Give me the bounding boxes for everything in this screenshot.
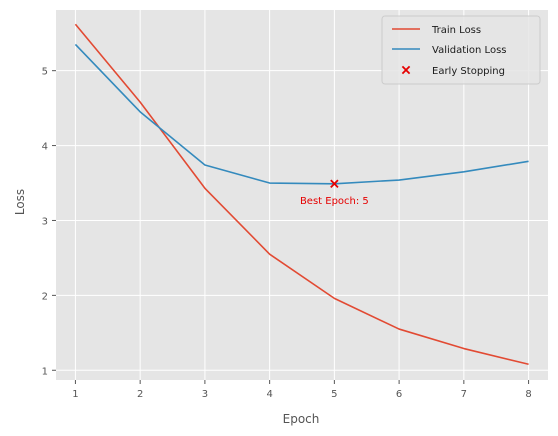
legend: Train Loss Validation Loss Early Stopping <box>381 15 541 85</box>
legend-label: Validation Loss <box>432 45 507 56</box>
markers <box>330 179 339 189</box>
legend-label: Train Loss <box>431 25 481 36</box>
y-tick-label: 5 <box>42 67 48 78</box>
ticks: 1 2 3 4 5 6 7 8 1 2 3 4 5 <box>42 67 532 400</box>
x-tick-label: 4 <box>266 389 272 400</box>
series-line-0 <box>74 23 529 366</box>
y-tick-label: 3 <box>42 216 48 227</box>
best-epoch-annotation: Best Epoch: 5 <box>300 196 369 207</box>
early-stopping-marker <box>330 179 339 189</box>
x-tick-label: 7 <box>461 389 467 400</box>
legend-label: Early Stopping <box>432 66 505 77</box>
legend-box <box>381 15 541 85</box>
legend-marker-stroke <box>401 65 411 75</box>
annotations: Best Epoch: 5 <box>300 196 369 207</box>
marker-stroke <box>330 179 339 189</box>
series-lines <box>74 23 529 366</box>
series-line-1 <box>74 43 529 185</box>
y-tick-label: 4 <box>42 142 48 153</box>
x-tick-label: 5 <box>331 389 337 400</box>
x-tick-label: 2 <box>137 389 143 400</box>
y-tick-label: 2 <box>42 291 48 302</box>
y-axis-label: Loss <box>13 189 27 215</box>
x-tick-label: 3 <box>202 389 208 400</box>
x-tick-label: 6 <box>396 389 402 400</box>
y-tick-label: 1 <box>42 366 48 377</box>
x-tick-label: 1 <box>72 389 78 400</box>
x-axis-label: Epoch <box>283 412 320 426</box>
x-tick-label: 8 <box>525 389 531 400</box>
